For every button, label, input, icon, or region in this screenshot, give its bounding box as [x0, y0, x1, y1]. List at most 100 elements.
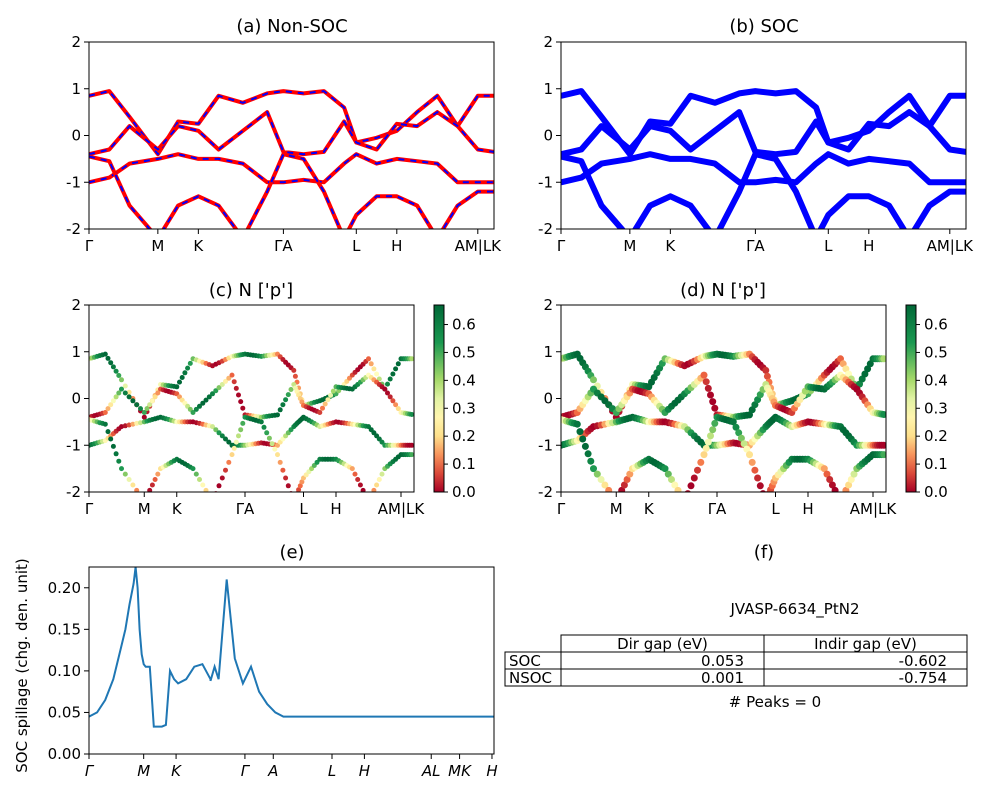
panel-d-point	[740, 440, 748, 448]
panel-c-point	[190, 466, 196, 472]
panel-c-point	[226, 375, 232, 381]
panel-c-point	[213, 388, 219, 394]
panel-c-point	[233, 385, 239, 391]
panel-d-point	[826, 476, 834, 483]
panel-d-point	[678, 492, 685, 499]
panel-c-point	[138, 420, 143, 426]
panel-c-point	[357, 482, 363, 488]
panel-e-xtick-label: M	[137, 762, 150, 780]
panel-f-footer: # Peaks = 0	[729, 693, 821, 711]
panel-c-point	[283, 475, 289, 481]
panel-d-ytick-label: 2	[543, 296, 553, 314]
panel-f-title: (f)	[754, 542, 774, 563]
panel-c-point	[155, 471, 161, 477]
panel-c-point	[330, 388, 336, 394]
panel-c-point	[126, 394, 132, 400]
panel-d-point	[587, 457, 595, 465]
panel-e-ylabel: SOC spillage (chg. den. unit)	[13, 558, 31, 773]
panel-c-point	[371, 366, 377, 372]
panel-c-colorbar-label: 0.5	[452, 343, 476, 361]
panel-c-colorbar-label: 0.4	[452, 371, 476, 389]
panel-d-point	[840, 492, 847, 499]
panel-d-xtick-label: ΓA	[708, 500, 727, 518]
panel-d-point	[700, 371, 708, 379]
panel-c-point	[119, 424, 124, 430]
panel-d-point	[880, 411, 886, 418]
panel-c-point	[182, 370, 188, 376]
panel-a-ytick-label: -1	[66, 173, 81, 191]
panel-c-point	[122, 423, 128, 429]
panel-c-point	[152, 477, 158, 482]
panel-d-point	[748, 458, 756, 466]
panel-d-point	[687, 482, 695, 490]
panel-b-band-3	[561, 151, 966, 229]
panel-b-xtick-label: H	[863, 237, 874, 255]
panel-c-point	[141, 414, 147, 420]
panel-d-point	[601, 481, 609, 489]
panel-c-point	[185, 365, 191, 371]
panel-c-point	[231, 379, 237, 385]
panel-c-point	[203, 487, 209, 492]
panel-d-point	[661, 465, 669, 473]
panel-b-xtick-label: ΓA	[746, 237, 765, 255]
panel-d-point	[880, 355, 886, 363]
panel-d-point	[620, 481, 628, 489]
panel-c-point	[113, 451, 119, 457]
panel-a-xtick-label: K	[193, 237, 204, 255]
panel-d-points	[561, 350, 886, 499]
panel-d-point	[711, 419, 719, 427]
panel-c-point	[223, 436, 228, 442]
panel-c-point	[285, 392, 291, 398]
panel-c-point	[219, 475, 225, 481]
panel-d-point	[820, 465, 828, 473]
panel-d-point	[709, 398, 717, 406]
panel-e-xtick-label: Γ	[241, 762, 251, 780]
panel-c-point	[288, 387, 294, 392]
panel-c-point	[141, 410, 147, 415]
panel-c-point	[292, 373, 298, 379]
panel-c-point	[108, 360, 114, 366]
panel-c-point	[229, 372, 235, 378]
panel-c-title: (c) N ['p']	[209, 280, 293, 301]
panel-c-colorbar-label: 0.0	[452, 483, 476, 501]
panel-c-point	[223, 378, 228, 384]
panel-d-point	[697, 458, 705, 466]
panel-c-point	[374, 371, 380, 377]
panel-b-xtick-label: Γ	[557, 237, 566, 255]
panel-b-ytick-label: 1	[543, 80, 553, 98]
panel-a-xtick-label: AM|LK	[455, 237, 503, 255]
panel-d-point	[762, 366, 770, 374]
panel-c-point	[371, 487, 377, 492]
panel-a-ytick-label: 0	[71, 127, 81, 145]
panel-d-point	[831, 486, 839, 492]
panel-d-point	[590, 465, 597, 473]
panel-c-point	[110, 398, 116, 404]
panel-c-point	[200, 400, 206, 406]
panel-d-point	[581, 442, 589, 450]
panel-c-point	[387, 376, 393, 382]
panel-c-point	[299, 479, 305, 485]
panel-d-point	[668, 476, 675, 483]
panel-c-point	[409, 356, 414, 362]
panel-c-xtick-label: H	[330, 500, 341, 518]
panel-c-point	[216, 430, 222, 436]
panel-d-point	[605, 486, 613, 492]
panel-d-point	[576, 428, 584, 436]
panel-c-point	[363, 493, 368, 498]
panel-c-point	[266, 435, 272, 441]
panel-c-point	[152, 394, 158, 400]
panel-f-cell: 0.001	[701, 669, 744, 687]
panel-c-point	[395, 406, 401, 412]
panel-d-point	[704, 438, 712, 446]
panel-a-xtick-label: Γ	[85, 237, 94, 255]
panel-c-point	[291, 367, 297, 373]
panel-d-point	[684, 490, 691, 492]
panel-f-cell: -0.602	[899, 652, 947, 670]
panel-a-band-3	[89, 152, 494, 229]
panel-c-point	[174, 384, 180, 390]
panel-d-point	[584, 450, 592, 458]
panel-c-point	[105, 429, 111, 435]
panel-c-point	[285, 483, 291, 489]
panel-c-point	[233, 439, 239, 445]
panel-c-point	[116, 373, 122, 378]
